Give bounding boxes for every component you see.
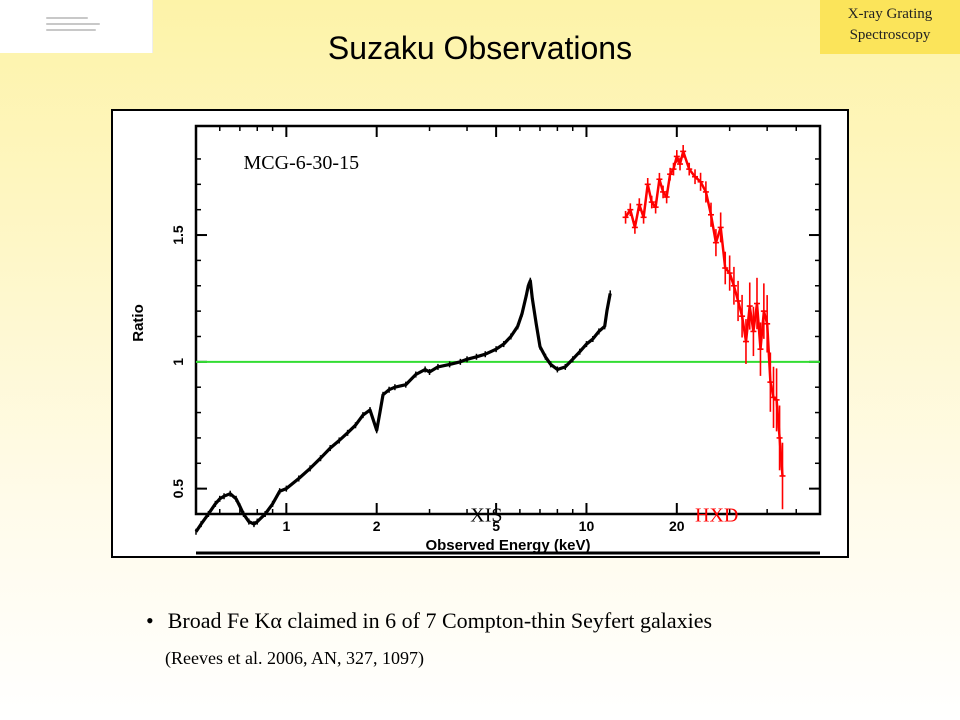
slide-title: Suzaku Observations xyxy=(327,30,633,66)
section-tag-line1: X-ray Grating xyxy=(847,6,933,22)
x-tick-label: 2 xyxy=(373,518,381,534)
alpha-symbol: α xyxy=(270,608,282,633)
bullet-text-pre: Broad Fe K xyxy=(167,608,271,633)
section-tag-line2: Spectroscopy xyxy=(849,27,931,43)
source-name-label: MCG-6-30-15 xyxy=(244,152,360,174)
annotation-layer: MCG-6-30-15 XIS HXD xyxy=(244,152,739,526)
x-tick-label: 5 xyxy=(492,518,500,534)
chart-svg: Ratio Observed Energy (keV) 1 2 5 10 200.511… xyxy=(130,124,822,555)
xis-label: XIS xyxy=(470,505,502,527)
hxd-ratio-line xyxy=(624,150,784,477)
y-tick-label: 1.5 xyxy=(170,225,186,245)
x-tick-label: 1 xyxy=(282,518,290,534)
reference-text: (Reeves et al. 2006, AN, 327, 1097) xyxy=(165,648,424,668)
x-axis-label: Observed Energy (keV) xyxy=(425,537,590,554)
bullet-dot: • xyxy=(146,608,154,633)
y-axis-label: Ratio xyxy=(130,304,147,342)
plot-area-border xyxy=(194,124,822,516)
section-tag: X-ray Grating Spectroscopy xyxy=(820,0,960,54)
bullet-text: • Broad Fe Kα claimed in 6 of 7 Compton-t… xyxy=(146,608,712,634)
y-tick-label: 0.5 xyxy=(170,479,186,499)
spectrum-chart: Ratio Observed Energy (keV) 1 2 5 10 20 0.5 1 1… xyxy=(111,109,849,558)
y-tick-label: 1 xyxy=(170,358,186,366)
x-tick-label: 20 xyxy=(669,518,685,534)
xis-ratio-line xyxy=(194,279,612,533)
missing-image-placeholder xyxy=(0,0,153,53)
bullet-text-post: claimed in 6 of 7 Compton-thin Seyfert g… xyxy=(281,608,713,633)
ticks-layer: 1 2 5 10 20 0.5 1 1.5 xyxy=(170,126,820,534)
hxd-label: HXD xyxy=(695,505,738,527)
x-tick-label: 10 xyxy=(579,518,595,534)
series-layer xyxy=(194,145,786,535)
